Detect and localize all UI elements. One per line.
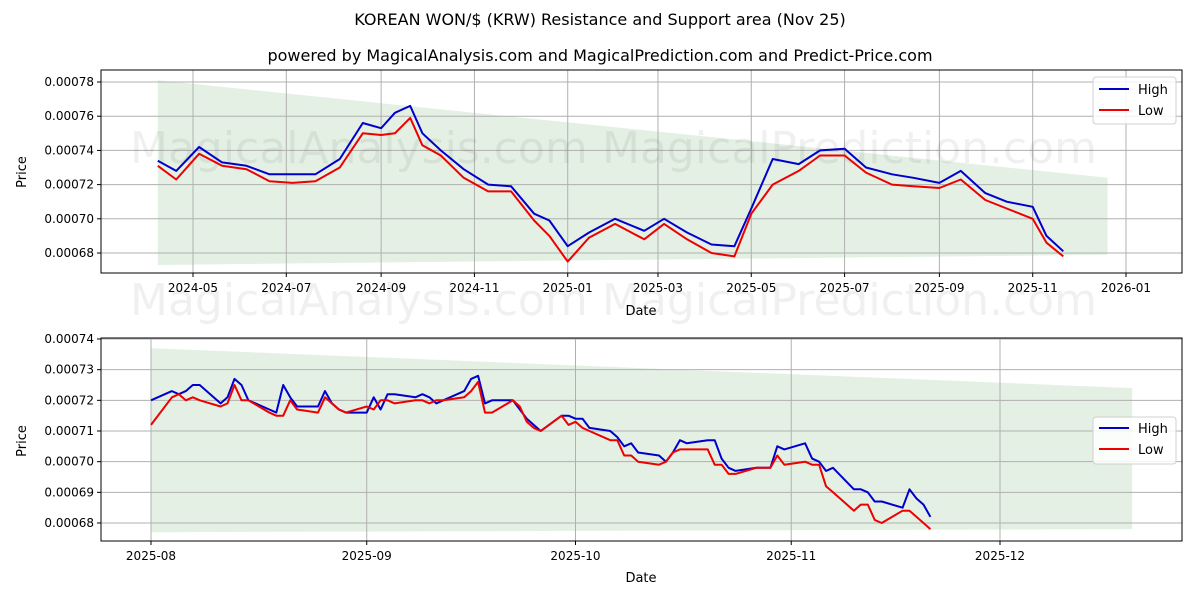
- x-tick-label: 2026-01: [1101, 281, 1151, 295]
- y-tick-label: 0.00068: [44, 246, 94, 260]
- x-tick-label: 2025-11: [1008, 281, 1058, 295]
- y-tick-label: 0.00076: [44, 109, 94, 123]
- x-tick-label: 2024-07: [261, 281, 311, 295]
- top-y-axis-ticks: 0.00068 0.00070 0.00072 0.00074 0.00076 0.000…: [44, 75, 101, 260]
- x-tick-label: 2025-11: [766, 549, 816, 563]
- x-tick-label: 2025-08: [126, 549, 176, 563]
- watermark-magicalprediction: MagicalPrediction.com: [602, 123, 1097, 174]
- y-tick-label: 0.00074: [44, 332, 94, 346]
- top-legend: High Low: [1092, 76, 1177, 125]
- bottom-legend-high-label: High: [1138, 422, 1168, 437]
- bottom-legend-low-label: Low: [1138, 443, 1164, 458]
- top-high-line: [157, 104, 1064, 253]
- chart-subtitle: powered by MagicalAnalysis.com and Magic…: [267, 46, 933, 65]
- top-x-axis-label: Date: [625, 304, 656, 319]
- y-tick-label: 0.00071: [44, 424, 94, 438]
- bottom-axes-frame: [100, 337, 1183, 542]
- y-tick-label: 0.00074: [44, 143, 94, 157]
- watermark-magicalanalysis-2: MagicalAnalysis.com: [130, 275, 588, 326]
- y-tick-label: 0.00072: [44, 393, 94, 407]
- bottom-resistance-support-band: [151, 348, 1133, 533]
- top-y-axis-label: Price: [15, 156, 30, 188]
- x-tick-label: 2025-09: [914, 281, 964, 295]
- y-tick-label: 0.00070: [44, 212, 94, 226]
- top-axes-frame: [100, 69, 1183, 274]
- top-grid: [101, 70, 1182, 273]
- top-x-axis-ticks: 2024-05 2024-07 2024-09 2024-11 2025-01 2025-…: [168, 273, 1151, 295]
- x-tick-label: 2025-03: [633, 281, 683, 295]
- x-tick-label: 2025-05: [726, 281, 776, 295]
- top-low-line: [157, 116, 1064, 263]
- bottom-chart-panel: 0.00068 0.00069 0.00070 0.00071 0.00072 0.000…: [15, 332, 1183, 586]
- top-legend-high-label: High: [1138, 83, 1168, 98]
- y-tick-label: 0.00078: [44, 75, 94, 89]
- x-tick-label: 2025-07: [820, 281, 870, 295]
- x-tick-label: 2025-09: [342, 549, 392, 563]
- bottom-y-axis-ticks: 0.00068 0.00069 0.00070 0.00071 0.00072 0.000…: [44, 332, 101, 530]
- x-tick-label: 2025-10: [550, 549, 600, 563]
- bottom-x-axis-label: Date: [625, 571, 656, 586]
- x-tick-label: 2024-05: [168, 281, 218, 295]
- top-chart-panel: MagicalAnalysis.com MagicalPrediction.co…: [15, 69, 1183, 326]
- x-tick-label: 2024-09: [356, 281, 406, 295]
- top-legend-low-label: Low: [1138, 104, 1164, 119]
- bottom-y-axis-label: Price: [15, 425, 30, 457]
- x-tick-label: 2025-12: [975, 549, 1025, 563]
- watermark-magicalanalysis: MagicalAnalysis.com: [130, 123, 588, 174]
- bottom-grid: [101, 338, 1182, 541]
- chart-title: KOREAN WON/$ (KRW) Resistance and Suppor…: [354, 10, 846, 29]
- y-tick-label: 0.00070: [44, 455, 94, 469]
- bottom-legend: High Low: [1092, 416, 1177, 465]
- y-tick-label: 0.00073: [44, 363, 94, 377]
- x-tick-label: 2025-01: [543, 281, 593, 295]
- bottom-x-axis-ticks: 2025-08 2025-09 2025-10 2025-11 2025-12: [126, 541, 1025, 563]
- y-tick-label: 0.00069: [44, 485, 94, 499]
- x-tick-label: 2024-11: [449, 281, 499, 295]
- y-tick-label: 0.00068: [44, 516, 94, 530]
- y-tick-label: 0.00072: [44, 178, 94, 192]
- watermark-magicalprediction-2: MagicalPrediction.com: [602, 275, 1097, 326]
- bottom-low-line: [150, 380, 932, 530]
